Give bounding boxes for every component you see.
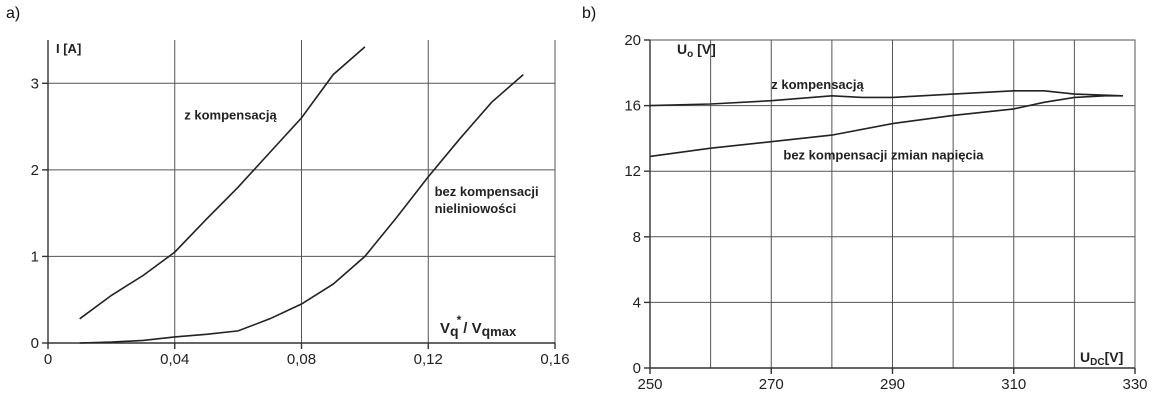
y-tick-label: 8 — [633, 229, 641, 246]
series-line-1 — [649, 90, 1123, 107]
x-axis-label-b: UDC[V] — [1080, 349, 1123, 368]
y-tick-label: 12 — [624, 163, 641, 180]
x-tick-label: 290 — [880, 376, 905, 393]
x-tick-label: 310 — [1001, 376, 1026, 393]
annotations-b: z kompensacją bez kompensacji zmian napię… — [771, 77, 984, 163]
annotations-a: z kompensacją bez kompensacji nieliniowośc… — [184, 108, 538, 216]
y-tick-label: 16 — [624, 98, 641, 115]
annotation-label: z kompensacją — [184, 108, 277, 123]
x-tick-label: 330 — [1122, 376, 1147, 393]
series-b — [649, 90, 1123, 158]
y-axis-label-a: I [A] — [56, 41, 81, 56]
y-tick-label: 1 — [31, 248, 39, 265]
x-tick-label: 0,08 — [287, 351, 316, 368]
y-tick-label: 20 — [624, 32, 641, 49]
x-tick-label: 270 — [759, 376, 784, 393]
x-tick-label: 250 — [637, 376, 662, 393]
series-line-1 — [79, 46, 366, 320]
y-axis-label-b: Uo [V] — [677, 41, 716, 60]
annotation-label: bez kompensacji — [435, 184, 539, 199]
x-tick-label: 0,04 — [160, 351, 189, 368]
y-tick-label: 3 — [31, 75, 39, 92]
chart-a: a) 0 0,04 0,08 0,12 0,16 0 1 2 3 I [A] Vq* / Vqma… — [6, 5, 570, 368]
y-tick-label: 0 — [31, 335, 39, 352]
series-a — [79, 46, 524, 344]
grid-b — [649, 39, 1136, 369]
series-line-2 — [79, 73, 524, 344]
annotation-label: nieliniowości — [435, 201, 517, 216]
panel-label-b: b) — [582, 5, 596, 22]
ticks-b: 250 270 290 310 330 0 4 8 12 16 20 — [624, 32, 1147, 393]
grid-a — [48, 40, 556, 343]
annotation-label: z kompensacją — [771, 77, 864, 92]
y-tick-label: 0 — [633, 360, 641, 377]
chart-b: b) 250 270 290 310 330 0 4 8 12 16 20 Uo [V] UDC[V… — [582, 5, 1148, 393]
x-tick-label: 0 — [44, 351, 52, 368]
x-axis-label-a: Vq* / Vqmax — [440, 313, 517, 339]
series-line-2 — [649, 95, 1123, 158]
annotation-label: bez kompensacji zmian napięcia — [783, 148, 984, 163]
x-tick-label: 0,12 — [414, 351, 443, 368]
ticks-a: 0 0,04 0,08 0,12 0,16 0 1 2 3 — [31, 75, 570, 368]
y-tick-label: 2 — [31, 162, 39, 179]
panel-label-a: a) — [6, 5, 20, 22]
y-tick-label: 4 — [633, 294, 641, 311]
x-tick-label: 0,16 — [540, 351, 569, 368]
